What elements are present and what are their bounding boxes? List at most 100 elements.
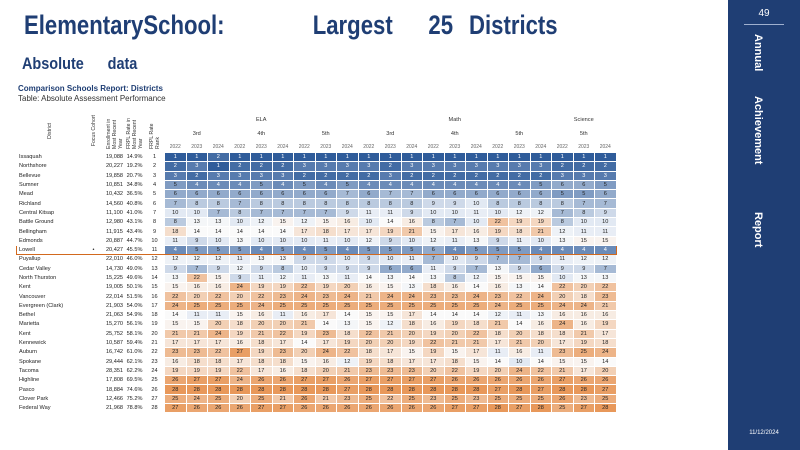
cell-focus bbox=[82, 347, 105, 358]
cell-frpl: 41.0% bbox=[124, 207, 145, 219]
rank-cell: 9 bbox=[400, 207, 423, 219]
subject-header: Math bbox=[357, 111, 552, 128]
rank-cell: 23 bbox=[443, 291, 466, 302]
rank-cell: 14 bbox=[443, 310, 466, 321]
rank-cell: 11 bbox=[336, 272, 359, 284]
rank-cell: 27 bbox=[508, 402, 531, 414]
rank-cell: 15 bbox=[379, 310, 402, 321]
rank-cell: 8 bbox=[400, 198, 423, 209]
rank-cell: 4 bbox=[551, 244, 574, 256]
rank-cell: 13 bbox=[508, 282, 531, 293]
rank-cell: 23 bbox=[379, 365, 402, 377]
year-header: 2024 bbox=[465, 140, 488, 153]
rank-cell: 1 bbox=[164, 151, 187, 163]
cell-frpl: 61.0% bbox=[124, 347, 145, 358]
cell-enroll: 12,980 bbox=[104, 217, 125, 228]
rank-cell: 21 bbox=[336, 365, 359, 377]
rank-cell: 16 bbox=[357, 282, 380, 293]
rank-cell: 27 bbox=[314, 375, 337, 386]
rank-cell: 9 bbox=[336, 263, 359, 274]
year-header: 2023 bbox=[572, 140, 595, 153]
rank-cell: 2 bbox=[529, 170, 552, 181]
rank-cell: 22 bbox=[508, 291, 531, 302]
year-header: 2022 bbox=[228, 140, 251, 153]
rank-cell: 19 bbox=[486, 226, 509, 237]
rank-cell: 15 bbox=[551, 356, 574, 367]
rank-cell: 3 bbox=[508, 161, 531, 172]
rank-cell: 21 bbox=[572, 328, 595, 339]
year-header: 2023 bbox=[250, 140, 273, 153]
rank-cell: 28 bbox=[185, 384, 208, 395]
cell-focus bbox=[82, 198, 105, 209]
cell-focus bbox=[82, 161, 105, 172]
rank-cell: 12 bbox=[271, 272, 294, 284]
rank-cell: 23 bbox=[357, 365, 380, 377]
rank-cell: 5 bbox=[572, 189, 595, 200]
rank-cell: 26 bbox=[336, 402, 359, 414]
rank-cell: 20 bbox=[228, 393, 251, 405]
rank-cell: 22 bbox=[164, 291, 187, 302]
rank-cell: 26 bbox=[400, 402, 423, 414]
rank-cell: 24 bbox=[207, 328, 230, 339]
rank-cell: 13 bbox=[465, 235, 488, 246]
cell-frpl: 54.0% bbox=[124, 300, 145, 312]
rank-cell: 25 bbox=[465, 300, 488, 312]
year-header: 2023 bbox=[379, 140, 402, 153]
rank-cell: 1 bbox=[207, 161, 230, 172]
rank-cell: 15 bbox=[443, 347, 466, 358]
rank-cell: 5 bbox=[271, 244, 294, 256]
cell-rank: 17 bbox=[144, 300, 165, 312]
cell-rank: 23 bbox=[144, 356, 165, 367]
rank-cell: 3 bbox=[379, 170, 402, 181]
table-row: North Thurston 15,225 49.6% 14 13 22 15 9 11 12 11… bbox=[16, 272, 617, 284]
rank-cell: 11 bbox=[228, 254, 251, 265]
title-part: ElementarySchool: bbox=[24, 10, 225, 40]
rank-cell: 14 bbox=[228, 226, 251, 237]
rank-cell: 1 bbox=[422, 151, 445, 163]
cell-enroll: 12,466 bbox=[104, 393, 125, 405]
cell-district: Lowell bbox=[16, 244, 83, 256]
rank-cell: 22 bbox=[422, 337, 445, 349]
title-part: Largest bbox=[312, 10, 393, 40]
rank-cell: 20 bbox=[400, 328, 423, 339]
rank-cell: 17 bbox=[551, 337, 574, 349]
rank-cell: 17 bbox=[336, 226, 359, 237]
table-row: Tacoma 28,351 62.2% 24 19 19 19 22 17 16 18 20 21 23 2… bbox=[16, 365, 617, 377]
rank-cell: 12 bbox=[551, 226, 574, 237]
rank-cell: 13 bbox=[572, 272, 595, 284]
rank-cell: 24 bbox=[228, 282, 251, 293]
rank-cell: 23 bbox=[486, 291, 509, 302]
rank-cell: 8 bbox=[572, 207, 595, 219]
rank-cell: 9 bbox=[443, 263, 466, 274]
rank-cell: 4 bbox=[594, 244, 617, 256]
table-row: Bellingham 11,915 43.4% 9 18 14 14 14 14 14 17 18 17… bbox=[16, 226, 617, 237]
rank-cell: 9 bbox=[357, 263, 380, 274]
rank-cell: 20 bbox=[486, 365, 509, 377]
rank-cell: 18 bbox=[594, 337, 617, 349]
rank-cell: 19 bbox=[336, 337, 359, 349]
column-header-label: Enrollment in Most Recent Year bbox=[105, 118, 124, 149]
cell-focus bbox=[82, 272, 105, 284]
cell-enroll: 22,014 bbox=[104, 291, 125, 302]
rank-cell: 7 bbox=[185, 263, 208, 274]
cell-focus bbox=[82, 384, 105, 395]
table-row: Auburn 16,742 61.0% 22 23 23 22 27 19 23 20 24 22 18 1… bbox=[16, 347, 617, 358]
rank-cell: 7 bbox=[271, 207, 294, 219]
rank-cell: 8 bbox=[508, 198, 531, 209]
year-header: 2024 bbox=[400, 140, 423, 153]
rank-cell: 4 bbox=[207, 179, 230, 191]
rank-cell: 19 bbox=[379, 226, 402, 237]
rank-cell: 22 bbox=[185, 272, 208, 284]
rank-cell: 19 bbox=[465, 365, 488, 377]
rank-cell: 1 bbox=[336, 151, 359, 163]
rank-cell: 14 bbox=[529, 356, 552, 367]
rank-cell: 25 bbox=[594, 393, 617, 405]
table-row: Issaquah 19,088 14.9% 1 1 1 2 1 1 1 1 1 1 1 1 1 1 1 1 1 1 1 1 1… bbox=[16, 151, 617, 163]
rank-cell: 12 bbox=[228, 263, 251, 274]
rank-cell: 6 bbox=[314, 189, 337, 200]
rank-cell: 10 bbox=[379, 254, 402, 265]
rank-cell: 2 bbox=[551, 161, 574, 172]
rank-cell: 2 bbox=[379, 161, 402, 172]
rank-cell: 28 bbox=[357, 384, 380, 395]
rank-cell: 4 bbox=[400, 179, 423, 191]
